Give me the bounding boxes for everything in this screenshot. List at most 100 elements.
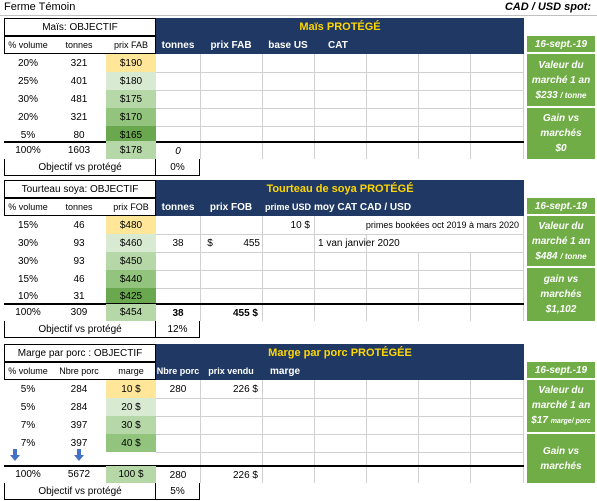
soya-row-4-prix[interactable]: $440 bbox=[106, 270, 156, 288]
porc-objectif-title[interactable]: Marge par porc : OBJECTIF bbox=[17, 347, 143, 359]
porc-row-3-volume[interactable]: 7% bbox=[20, 419, 36, 431]
mais-row-1-prix[interactable]: $190 bbox=[106, 54, 156, 72]
soya-protege-total-tonnes[interactable]: 38 bbox=[172, 307, 184, 319]
soya-date[interactable]: 16-sept.-19 bbox=[527, 198, 595, 214]
soya-row-4-volume[interactable]: 15% bbox=[17, 273, 38, 285]
porc-protege-col-nbre[interactable]: Nbre porc bbox=[156, 366, 200, 376]
porc-row-4-nbre[interactable]: 397 bbox=[70, 437, 88, 449]
col-header-prix[interactable]: prix FAB bbox=[113, 40, 148, 50]
porc-row-2-nbre[interactable]: 284 bbox=[70, 401, 88, 413]
porc-date[interactable]: 16-sept.-19 bbox=[527, 362, 595, 378]
soya-total-prix[interactable]: $454 bbox=[106, 304, 156, 321]
soya-protege-col-tonnes[interactable]: tonnes bbox=[161, 201, 195, 213]
col-header-prix[interactable]: prix FOB bbox=[113, 202, 149, 212]
porc-protege-col-marge[interactable]: marge bbox=[270, 365, 301, 377]
col-header-volume[interactable]: % volume bbox=[8, 366, 48, 376]
col-header-tonnes[interactable]: tonnes bbox=[65, 202, 93, 212]
mais-row-2-tonnes[interactable]: 401 bbox=[70, 75, 88, 87]
soya-row-5-tonnes[interactable]: 31 bbox=[73, 290, 85, 302]
porc-row-2-volume[interactable]: 5% bbox=[20, 401, 36, 413]
soya-objectif-title[interactable]: Tourteau soya: OBJECTIF bbox=[21, 183, 139, 195]
col-header-volume[interactable]: % volume bbox=[8, 202, 48, 212]
soya-row-5-prix[interactable]: $425 bbox=[106, 288, 156, 304]
porc-total-nbre[interactable]: 5672 bbox=[67, 469, 91, 480]
porc-row-4-marge[interactable]: 40 $ bbox=[106, 434, 156, 452]
mais-row-4-tonnes[interactable]: 321 bbox=[70, 111, 88, 123]
porc-total-volume[interactable]: 100% bbox=[15, 469, 41, 480]
porc-row-2-marge[interactable]: 20 $ bbox=[106, 398, 156, 416]
porc-valeur-box[interactable]: Valeur du marché 1 an $17 marge/ porc bbox=[527, 380, 595, 432]
mais-protege-col-prix[interactable]: prix FAB bbox=[210, 39, 252, 51]
mais-row-3-prix[interactable]: $175 bbox=[106, 90, 156, 108]
soya-row-1-tonnes[interactable]: 46 bbox=[73, 219, 85, 231]
soya-row-1-prix[interactable]: $480 bbox=[106, 216, 156, 234]
mais-row-3-tonnes[interactable]: 481 bbox=[70, 93, 88, 105]
porc-protege-col-prix[interactable]: prix vendu bbox=[208, 366, 254, 376]
mais-total-tonnes[interactable]: 1603 bbox=[67, 144, 91, 156]
mais-row-2-prix[interactable]: $180 bbox=[106, 72, 156, 90]
mais-row-2-volume[interactable]: 25% bbox=[17, 75, 38, 87]
col-header-tonnes[interactable]: tonnes bbox=[65, 40, 93, 50]
mais-objectif-title[interactable]: Maïs: OBJECTIF bbox=[42, 21, 118, 33]
soya-total-tonnes[interactable]: 309 bbox=[70, 307, 88, 318]
mais-row-5-tonnes[interactable]: 80 bbox=[73, 129, 85, 141]
mais-protege-col-base[interactable]: base US bbox=[268, 39, 308, 51]
porc-row-1-nbre[interactable]: 284 bbox=[70, 383, 88, 395]
porc-row-4-volume[interactable]: 7% bbox=[20, 437, 36, 449]
soya-protege-title[interactable]: Tourteau de soya PROTÉGÉ bbox=[266, 183, 414, 195]
porc-row1-nbre[interactable]: 280 bbox=[169, 383, 187, 395]
soya-row-2-tonnes[interactable]: 93 bbox=[73, 237, 85, 249]
porc-objectif-vs-value[interactable]: 5% bbox=[156, 483, 200, 500]
soya-total-volume[interactable]: 100% bbox=[15, 307, 41, 318]
mais-protege-col-cat[interactable]: CAT bbox=[328, 39, 348, 51]
mais-total-prix[interactable]: $178 bbox=[106, 141, 156, 159]
porc-row-1-volume[interactable]: 5% bbox=[20, 383, 36, 395]
soya-prime-value[interactable]: 10 $ bbox=[290, 219, 310, 231]
mais-row-5-volume[interactable]: 5% bbox=[20, 129, 36, 141]
porc-total-marge[interactable]: 100 $ bbox=[106, 466, 156, 483]
soya-row2-price-sign[interactable]: $ bbox=[207, 237, 213, 249]
porc-gain-box[interactable]: Gain vs marchés bbox=[527, 434, 595, 483]
mais-objectif-vs-value[interactable]: 0% bbox=[156, 159, 200, 176]
soya-protege-col-cat[interactable]: moy CAT CAD / USD bbox=[314, 201, 412, 213]
col-header-volume[interactable]: % volume bbox=[8, 40, 48, 50]
soya-row-4-tonnes[interactable]: 46 bbox=[73, 273, 85, 285]
soya-row-2-prix[interactable]: $460 bbox=[106, 234, 156, 252]
mais-row-1-tonnes[interactable]: 321 bbox=[70, 57, 88, 69]
soya-row-3-volume[interactable]: 30% bbox=[17, 255, 38, 267]
porc-protege-total-prix[interactable]: 226 $ bbox=[232, 469, 258, 481]
mais-row-1-volume[interactable]: 20% bbox=[17, 57, 38, 69]
porc-row-3-nbre[interactable]: 397 bbox=[70, 419, 88, 431]
soya-row-1-volume[interactable]: 15% bbox=[17, 219, 38, 231]
soya-row-3-tonnes[interactable]: 93 bbox=[73, 255, 85, 267]
soya-row-3-prix[interactable]: $450 bbox=[106, 252, 156, 270]
soya-protege-col-prime[interactable]: prime USD bbox=[264, 202, 311, 212]
soya-row2-price[interactable]: 455 bbox=[243, 237, 260, 249]
col-header-marge[interactable]: marge bbox=[118, 366, 144, 376]
soya-gain-box[interactable]: gain vs marchés $1,102 bbox=[527, 268, 595, 321]
porc-row-1-marge[interactable]: 10 $ bbox=[106, 380, 156, 398]
mais-protege-col-tonnes[interactable]: tonnes bbox=[161, 39, 195, 51]
soya-row-5-volume[interactable]: 10% bbox=[17, 290, 38, 302]
soya-valeur-box[interactable]: Valeur du marché 1 an $484 / tonne bbox=[527, 216, 595, 266]
mais-protege-total-tonnes[interactable]: 0 bbox=[175, 145, 181, 157]
mais-row-4-volume[interactable]: 20% bbox=[17, 111, 38, 123]
porc-protege-total-nbre[interactable]: 280 bbox=[169, 469, 187, 481]
mais-row-3-volume[interactable]: 30% bbox=[17, 93, 38, 105]
soya-row-2-volume[interactable]: 30% bbox=[17, 237, 38, 249]
mais-gain-box[interactable]: Gain vs marchés $0 bbox=[527, 108, 595, 159]
mais-row-4-prix[interactable]: $170 bbox=[106, 108, 156, 126]
mais-protege-title[interactable]: Maïs PROTÉGÉ bbox=[156, 18, 524, 36]
soya-row2-tonnes[interactable]: 38 bbox=[172, 237, 184, 249]
soya-prime-note[interactable]: primes bookées oct 2019 à mars 2020 bbox=[365, 220, 519, 230]
soya-row2-note[interactable]: 1 van janvier 2020 bbox=[318, 237, 400, 249]
soya-objectif-vs-value[interactable]: 12% bbox=[156, 321, 200, 338]
soya-protege-total-price[interactable]: 455 $ bbox=[232, 307, 258, 319]
porc-row-3-marge[interactable]: 30 $ bbox=[106, 416, 156, 434]
soya-protege-col-prix[interactable]: prix FOB bbox=[209, 201, 253, 213]
mais-date[interactable]: 16-sept.-19 bbox=[527, 36, 595, 52]
mais-row-5-prix[interactable]: $165 bbox=[106, 126, 156, 144]
col-header-nbre-porc[interactable]: Nbre porc bbox=[59, 366, 99, 376]
mais-valeur-box[interactable]: Valeur du marché 1 an $233 / tonne bbox=[527, 54, 595, 106]
porc-protege-title[interactable]: Marge par porc PROTÉGÉE bbox=[268, 347, 412, 359]
